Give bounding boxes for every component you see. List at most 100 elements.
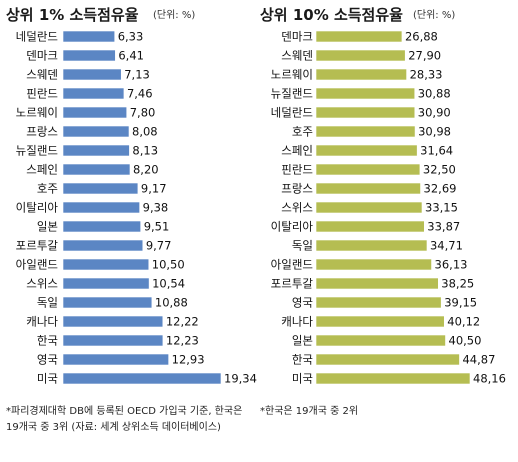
category-label: 스웨덴: [281, 49, 313, 63]
category-label-box: [259, 200, 315, 216]
category-label: 노르웨이: [271, 68, 313, 82]
category-label: 일본: [292, 334, 313, 348]
category-label-box: [259, 257, 315, 273]
bar: [62, 220, 141, 233]
value-label: 10,50: [152, 258, 185, 272]
value-label: 10,88: [155, 296, 188, 310]
chart-title: 상위 1% 소득점유율: [6, 6, 139, 24]
category-label-box: [259, 29, 315, 45]
value-label: 12,23: [166, 334, 199, 348]
bar: [62, 334, 164, 347]
bar: [62, 49, 116, 62]
bar: [315, 315, 445, 328]
bar: [315, 334, 446, 347]
bar: [315, 49, 406, 62]
category-label: 스페인: [281, 144, 313, 158]
category-label: 아일랜드: [16, 258, 58, 272]
bar: [62, 87, 125, 100]
category-label: 스위스: [26, 277, 58, 291]
category-label-box: [259, 276, 315, 292]
category-label-box: [259, 86, 315, 102]
category-label: 노르웨이: [16, 106, 58, 120]
category-label: 일본: [37, 220, 58, 234]
category-label: 한국: [292, 353, 313, 367]
category-label-box: [4, 371, 60, 387]
category-label-box: [4, 29, 60, 45]
value-label: 6,33: [118, 30, 144, 44]
category-label-box: [259, 333, 315, 349]
category-label: 네덜란드: [16, 30, 58, 44]
value-label: 7,80: [130, 106, 156, 120]
value-label: 30,88: [418, 87, 451, 101]
category-label-box: [4, 295, 60, 311]
category-label-box: [4, 181, 60, 197]
footnote: 19개국 중 3위 (자료: 세계 상위소득 데이터베이스): [6, 420, 221, 433]
category-label: 뉴질랜드: [16, 144, 58, 158]
category-label-box: [4, 257, 60, 273]
category-label: 핀란드: [281, 163, 313, 177]
category-label: 한국: [37, 334, 58, 348]
category-label: 영국: [292, 296, 313, 310]
category-label: 호주: [37, 182, 58, 196]
category-label: 스웨덴: [26, 68, 58, 82]
category-label: 스위스: [281, 201, 313, 215]
category-label-box: [259, 238, 315, 254]
bar: [62, 30, 116, 43]
bar: [62, 144, 130, 157]
category-label-box: [259, 371, 315, 387]
category-label: 프랑스: [281, 182, 313, 196]
value-label: 27,90: [408, 49, 441, 63]
category-label: 포르투갈: [16, 239, 59, 253]
category-label-box: [4, 200, 60, 216]
bar: [315, 30, 403, 43]
category-label: 스페인: [26, 163, 58, 177]
category-label-box: [259, 48, 315, 64]
value-label: 30,98: [418, 125, 451, 139]
value-label: 31,64: [420, 144, 453, 158]
footnote: *파리경제대학 DB에 등록된 OECD 가입국 기준, 한국은: [6, 404, 242, 417]
category-label: 호주: [292, 125, 313, 139]
category-label-box: [4, 276, 60, 292]
bar: [315, 144, 418, 157]
category-label: 이탈리아: [16, 201, 59, 215]
bar: [315, 125, 416, 138]
value-label: 40,12: [447, 315, 480, 329]
bar: [62, 315, 164, 328]
category-label-box: [259, 124, 315, 140]
category-label-box: [259, 219, 315, 235]
category-label-box: [4, 48, 60, 64]
category-label: 미국: [292, 372, 313, 386]
bar: [315, 296, 442, 309]
category-label-box: [259, 181, 315, 197]
bar: [315, 163, 421, 176]
value-label: 10,54: [152, 277, 185, 291]
bar: [315, 277, 439, 290]
category-label: 영국: [37, 353, 58, 367]
category-label-box: [259, 162, 315, 178]
value-label: 7,13: [124, 68, 150, 82]
category-label-box: [4, 86, 60, 102]
category-label-box: [4, 314, 60, 330]
bar: [62, 68, 122, 81]
value-label: 33,15: [425, 201, 458, 215]
category-label-box: [4, 162, 60, 178]
bar: [315, 106, 416, 119]
category-label: 뉴질랜드: [271, 87, 313, 101]
bar: [62, 353, 169, 366]
bar: [62, 372, 222, 385]
category-label: 아일랜드: [271, 258, 313, 272]
category-label: 미국: [37, 372, 58, 386]
category-label: 덴마크: [281, 30, 313, 44]
bar: [315, 182, 421, 195]
category-label-box: [259, 143, 315, 159]
bar: [315, 87, 416, 100]
bar: [62, 296, 153, 309]
bar: [62, 277, 150, 290]
category-label: 포르투갈: [271, 277, 314, 291]
footnote: *한국은 19개국 중 2위: [260, 404, 358, 417]
value-label: 30,90: [418, 106, 451, 120]
category-label: 캐나다: [281, 315, 313, 329]
value-label: 34,71: [430, 239, 463, 253]
